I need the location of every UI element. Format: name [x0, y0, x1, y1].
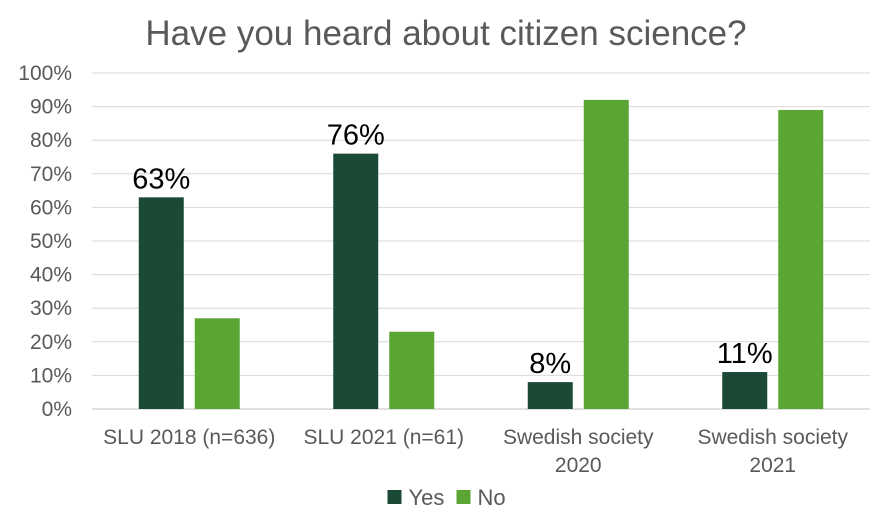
- y-tick-label: 0%: [42, 398, 72, 421]
- y-tick-label: 40%: [30, 264, 72, 287]
- bar-yes: [527, 382, 573, 409]
- y-axis: 0% 10% 20% 30% 40% 50% 60% 70% 80% 90% 100%: [18, 62, 72, 421]
- y-tick-label: 90%: [30, 96, 72, 119]
- x-axis: SLU 2018 (n=636) SLU 2021 (n=61) Swedish s…: [103, 426, 848, 477]
- y-tick-label: 80%: [30, 129, 72, 152]
- y-tick-label: 100%: [18, 62, 72, 85]
- x-tick-label: 2020: [555, 454, 602, 477]
- y-tick-label: 10%: [30, 364, 72, 387]
- data-label: 8%: [529, 348, 571, 380]
- bar-yes: [722, 372, 768, 409]
- legend-label: Yes: [409, 485, 445, 510]
- y-tick-label: 20%: [30, 331, 72, 354]
- legend-label: No: [478, 485, 506, 510]
- bar-yes: [138, 197, 184, 409]
- data-label: 11%: [717, 338, 773, 370]
- data-label: 76%: [327, 120, 385, 152]
- data-labels: 63% 76% 8% 11%: [132, 120, 772, 380]
- x-tick-label: Swedish society: [697, 426, 848, 449]
- chart-title: Have you heard about citizen science?: [145, 14, 746, 53]
- bar-no: [194, 318, 240, 409]
- x-tick-label: SLU 2021 (n=61): [303, 426, 464, 449]
- y-tick-label: 50%: [30, 230, 72, 253]
- y-tick-label: 60%: [30, 196, 72, 219]
- legend-swatch-yes: [387, 490, 402, 504]
- x-tick-label: 2021: [749, 454, 796, 477]
- legend: Yes No: [387, 485, 506, 510]
- bars: [138, 99, 824, 410]
- bar-no: [583, 99, 629, 409]
- bar-no: [389, 331, 435, 409]
- x-tick-label: SLU 2018 (n=636): [103, 426, 275, 449]
- x-tick-label: Swedish society: [503, 426, 654, 449]
- bar-yes: [333, 153, 379, 409]
- bar-no: [778, 109, 824, 410]
- y-tick-label: 30%: [30, 297, 72, 320]
- data-label: 63%: [132, 163, 190, 195]
- y-tick-label: 70%: [30, 163, 72, 186]
- legend-swatch-no: [456, 490, 471, 504]
